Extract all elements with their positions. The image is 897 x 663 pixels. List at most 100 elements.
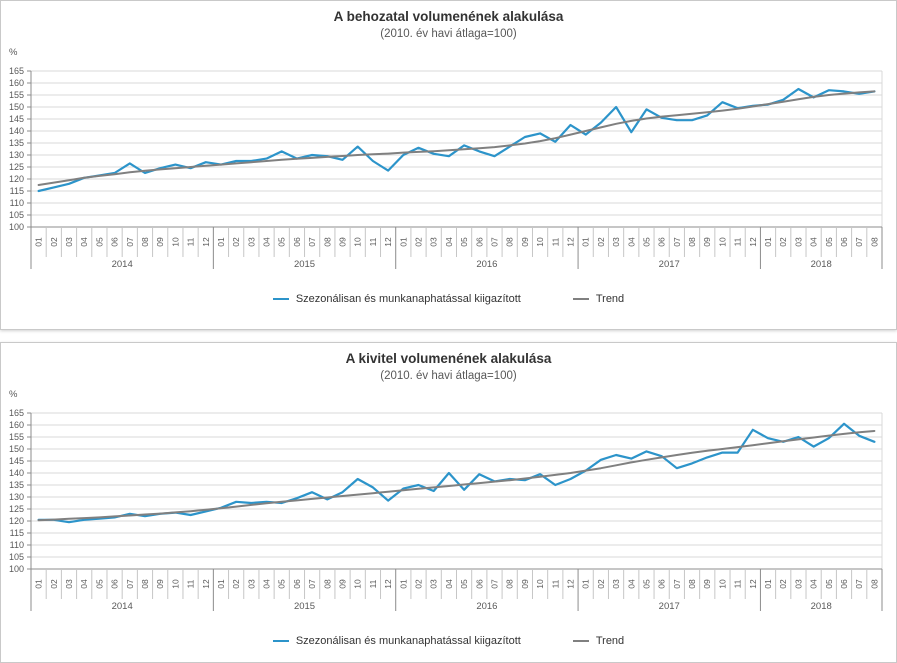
svg-text:2017: 2017 — [659, 259, 680, 270]
svg-text:09: 09 — [702, 237, 712, 247]
svg-text:01: 01 — [398, 237, 408, 247]
svg-text:06: 06 — [839, 579, 849, 589]
svg-text:03: 03 — [246, 579, 256, 589]
svg-text:06: 06 — [474, 579, 484, 589]
svg-text:05: 05 — [277, 237, 287, 247]
svg-text:12: 12 — [201, 237, 211, 247]
svg-text:130: 130 — [9, 492, 24, 502]
svg-text:02: 02 — [778, 237, 788, 247]
svg-text:10: 10 — [535, 237, 545, 247]
import-chart-plot: 1001051101151201251301351401451501551601… — [9, 47, 883, 270]
svg-text:03: 03 — [611, 579, 621, 589]
svg-text:155: 155 — [9, 432, 24, 442]
svg-text:11: 11 — [550, 579, 560, 588]
svg-text:03: 03 — [429, 237, 439, 247]
svg-text:115: 115 — [10, 528, 24, 538]
svg-text:12: 12 — [565, 237, 575, 247]
svg-text:2018: 2018 — [811, 601, 832, 612]
legend-item-trend[interactable]: Trend — [572, 635, 625, 647]
svg-text:08: 08 — [322, 579, 332, 589]
svg-text:06: 06 — [657, 579, 667, 589]
svg-text:150: 150 — [9, 444, 24, 454]
import-chart-legend: Szezonálisan és munkanaphatással kiigazí… — [1, 293, 896, 305]
svg-text:12: 12 — [748, 579, 758, 589]
svg-text:02: 02 — [49, 579, 59, 589]
adjusted-line-swatch — [272, 640, 289, 642]
svg-text:145: 145 — [9, 114, 24, 124]
svg-text:01: 01 — [763, 237, 773, 247]
svg-text:04: 04 — [444, 237, 454, 247]
svg-text:150: 150 — [9, 102, 24, 112]
svg-text:145: 145 — [9, 456, 24, 466]
svg-text:10: 10 — [170, 237, 180, 247]
export-chart-title: A kivitel volumenének alakulása — [345, 351, 552, 366]
svg-text:10: 10 — [353, 579, 363, 589]
svg-text:03: 03 — [611, 237, 621, 247]
svg-text:08: 08 — [140, 579, 150, 589]
svg-text:07: 07 — [125, 237, 135, 247]
legend-item-adjusted[interactable]: Szezonálisan és munkanaphatással kiigazí… — [272, 635, 521, 647]
svg-text:05: 05 — [94, 579, 104, 589]
svg-text:11: 11 — [733, 579, 743, 588]
svg-text:120: 120 — [9, 516, 24, 526]
svg-text:165: 165 — [9, 66, 24, 76]
legend-label-trend: Trend — [595, 293, 625, 305]
svg-text:09: 09 — [155, 237, 165, 247]
svg-text:06: 06 — [110, 579, 120, 589]
svg-text:03: 03 — [246, 237, 256, 247]
svg-text:2015: 2015 — [294, 259, 315, 270]
svg-text:02: 02 — [49, 237, 59, 247]
svg-text:105: 105 — [9, 552, 24, 562]
svg-text:04: 04 — [79, 237, 89, 247]
export-chart-legend: Szezonálisan és munkanaphatással kiigazí… — [1, 635, 896, 647]
svg-text:160: 160 — [9, 78, 24, 88]
svg-text:08: 08 — [687, 237, 697, 247]
svg-text:04: 04 — [809, 579, 819, 589]
svg-text:05: 05 — [459, 237, 469, 247]
svg-text:02: 02 — [596, 237, 606, 247]
svg-text:08: 08 — [869, 237, 879, 247]
svg-text:07: 07 — [854, 237, 864, 247]
svg-text:140: 140 — [9, 468, 24, 478]
export-chart-panel: A kivitel volumenének alakulása (2010. é… — [0, 342, 897, 663]
svg-text:02: 02 — [596, 579, 606, 589]
svg-text:2018: 2018 — [811, 259, 832, 270]
svg-text:12: 12 — [201, 579, 211, 589]
svg-text:08: 08 — [687, 579, 697, 589]
svg-text:05: 05 — [94, 237, 104, 247]
svg-text:04: 04 — [809, 237, 819, 247]
svg-text:03: 03 — [64, 579, 74, 589]
legend-label-trend: Trend — [595, 635, 625, 647]
svg-text:09: 09 — [155, 579, 165, 589]
svg-text:07: 07 — [489, 237, 499, 247]
svg-text:05: 05 — [824, 579, 834, 589]
svg-text:05: 05 — [459, 579, 469, 589]
svg-text:09: 09 — [338, 579, 348, 589]
svg-text:2014: 2014 — [112, 601, 133, 612]
svg-text:10: 10 — [535, 579, 545, 589]
svg-text:02: 02 — [778, 579, 788, 589]
svg-text:07: 07 — [672, 237, 682, 247]
svg-text:07: 07 — [672, 579, 682, 589]
svg-text:06: 06 — [292, 579, 302, 589]
svg-text:12: 12 — [748, 237, 758, 247]
legend-item-trend[interactable]: Trend — [572, 293, 625, 305]
svg-text:135: 135 — [9, 138, 24, 148]
legend-label-adjusted: Szezonálisan és munkanaphatással kiigazí… — [295, 635, 521, 647]
svg-text:11: 11 — [186, 237, 196, 246]
trend-line-swatch — [572, 298, 589, 300]
svg-text:165: 165 — [9, 408, 24, 418]
export-chart-plot: 1001051101151201251301351401451501551601… — [9, 389, 883, 612]
svg-text:08: 08 — [140, 237, 150, 247]
svg-text:03: 03 — [64, 237, 74, 247]
import-chart-title: A behozatal volumenének alakulása — [333, 9, 564, 24]
svg-text:155: 155 — [9, 90, 24, 100]
svg-text:08: 08 — [322, 237, 332, 247]
svg-text:11: 11 — [186, 579, 196, 588]
svg-text:05: 05 — [824, 237, 834, 247]
svg-text:06: 06 — [657, 237, 667, 247]
legend-item-adjusted[interactable]: Szezonálisan és munkanaphatással kiigazí… — [272, 293, 521, 305]
svg-text:01: 01 — [216, 579, 226, 589]
svg-text:08: 08 — [869, 579, 879, 589]
